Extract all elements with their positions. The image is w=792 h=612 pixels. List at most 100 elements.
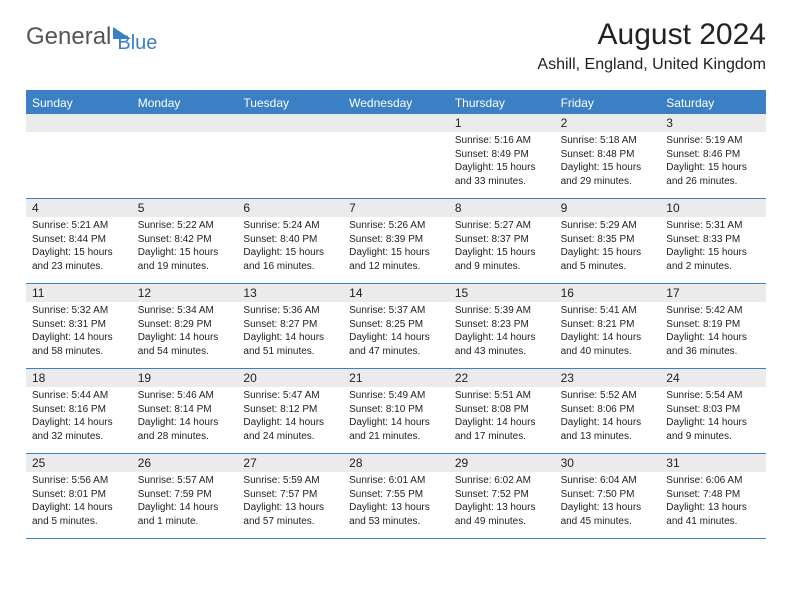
sunrise-text: Sunrise: 5:52 AM — [561, 389, 655, 403]
sunset-text: Sunset: 8:06 PM — [561, 403, 655, 417]
sunrise-text: Sunrise: 5:56 AM — [32, 474, 126, 488]
sunset-text: Sunset: 8:03 PM — [666, 403, 760, 417]
day-number: 27 — [237, 454, 343, 472]
day-number: 2 — [555, 114, 661, 132]
day-details: Sunrise: 5:49 AMSunset: 8:10 PMDaylight:… — [343, 387, 449, 447]
day-number: 9 — [555, 199, 661, 217]
day-details: Sunrise: 5:31 AMSunset: 8:33 PMDaylight:… — [660, 217, 766, 277]
calendar-cell: 10Sunrise: 5:31 AMSunset: 8:33 PMDayligh… — [660, 199, 766, 283]
sunset-text: Sunset: 7:57 PM — [243, 488, 337, 502]
day-number: 20 — [237, 369, 343, 387]
daylight-text: Daylight: 14 hours and 40 minutes. — [561, 331, 655, 358]
day-details: Sunrise: 5:16 AMSunset: 8:49 PMDaylight:… — [449, 132, 555, 192]
day-details: Sunrise: 5:56 AMSunset: 8:01 PMDaylight:… — [26, 472, 132, 532]
sunset-text: Sunset: 8:44 PM — [32, 233, 126, 247]
day-number: 7 — [343, 199, 449, 217]
sunrise-text: Sunrise: 5:22 AM — [138, 219, 232, 233]
day-number: 14 — [343, 284, 449, 302]
daylight-text: Daylight: 13 hours and 49 minutes. — [455, 501, 549, 528]
calendar-cell: 19Sunrise: 5:46 AMSunset: 8:14 PMDayligh… — [132, 369, 238, 453]
sunset-text: Sunset: 8:25 PM — [349, 318, 443, 332]
month-title: August 2024 — [537, 18, 766, 52]
sunset-text: Sunset: 7:55 PM — [349, 488, 443, 502]
sunset-text: Sunset: 8:14 PM — [138, 403, 232, 417]
daylight-text: Daylight: 15 hours and 5 minutes. — [561, 246, 655, 273]
daylight-text: Daylight: 14 hours and 36 minutes. — [666, 331, 760, 358]
day-number: 19 — [132, 369, 238, 387]
day-details: Sunrise: 5:39 AMSunset: 8:23 PMDaylight:… — [449, 302, 555, 362]
day-number: 23 — [555, 369, 661, 387]
sunrise-text: Sunrise: 5:32 AM — [32, 304, 126, 318]
daylight-text: Daylight: 14 hours and 51 minutes. — [243, 331, 337, 358]
day-details: Sunrise: 6:06 AMSunset: 7:48 PMDaylight:… — [660, 472, 766, 532]
day-details: Sunrise: 5:57 AMSunset: 7:59 PMDaylight:… — [132, 472, 238, 532]
sunset-text: Sunset: 8:08 PM — [455, 403, 549, 417]
calendar-cell: 15Sunrise: 5:39 AMSunset: 8:23 PMDayligh… — [449, 284, 555, 368]
day-details: Sunrise: 5:21 AMSunset: 8:44 PMDaylight:… — [26, 217, 132, 277]
day-details: Sunrise: 5:24 AMSunset: 8:40 PMDaylight:… — [237, 217, 343, 277]
daylight-text: Daylight: 15 hours and 19 minutes. — [138, 246, 232, 273]
calendar-cell: 11Sunrise: 5:32 AMSunset: 8:31 PMDayligh… — [26, 284, 132, 368]
sunrise-text: Sunrise: 5:59 AM — [243, 474, 337, 488]
sunset-text: Sunset: 8:19 PM — [666, 318, 760, 332]
daylight-text: Daylight: 15 hours and 12 minutes. — [349, 246, 443, 273]
day-details: Sunrise: 5:44 AMSunset: 8:16 PMDaylight:… — [26, 387, 132, 447]
week-row: 25Sunrise: 5:56 AMSunset: 8:01 PMDayligh… — [26, 454, 766, 539]
day-number: 4 — [26, 199, 132, 217]
daylight-text: Daylight: 15 hours and 16 minutes. — [243, 246, 337, 273]
day-details: Sunrise: 6:04 AMSunset: 7:50 PMDaylight:… — [555, 472, 661, 532]
calendar-cell: 17Sunrise: 5:42 AMSunset: 8:19 PMDayligh… — [660, 284, 766, 368]
sunrise-text: Sunrise: 5:37 AM — [349, 304, 443, 318]
daylight-text: Daylight: 13 hours and 57 minutes. — [243, 501, 337, 528]
sunset-text: Sunset: 8:48 PM — [561, 148, 655, 162]
day-details: Sunrise: 5:19 AMSunset: 8:46 PMDaylight:… — [660, 132, 766, 192]
day-number: 16 — [555, 284, 661, 302]
sunrise-text: Sunrise: 5:18 AM — [561, 134, 655, 148]
calendar: SundayMondayTuesdayWednesdayThursdayFrid… — [26, 90, 766, 539]
daylight-text: Daylight: 15 hours and 23 minutes. — [32, 246, 126, 273]
day-details: Sunrise: 5:22 AMSunset: 8:42 PMDaylight:… — [132, 217, 238, 277]
calendar-cell — [237, 114, 343, 198]
day-number: 21 — [343, 369, 449, 387]
sunset-text: Sunset: 8:23 PM — [455, 318, 549, 332]
day-number — [343, 114, 449, 132]
sunset-text: Sunset: 8:16 PM — [32, 403, 126, 417]
day-header: Monday — [132, 92, 238, 114]
calendar-cell: 16Sunrise: 5:41 AMSunset: 8:21 PMDayligh… — [555, 284, 661, 368]
sunrise-text: Sunrise: 5:34 AM — [138, 304, 232, 318]
day-number: 25 — [26, 454, 132, 472]
daylight-text: Daylight: 14 hours and 24 minutes. — [243, 416, 337, 443]
sunset-text: Sunset: 8:33 PM — [666, 233, 760, 247]
logo-text-2: Blue — [117, 32, 157, 55]
sunrise-text: Sunrise: 5:31 AM — [666, 219, 760, 233]
daylight-text: Daylight: 14 hours and 5 minutes. — [32, 501, 126, 528]
sunset-text: Sunset: 8:39 PM — [349, 233, 443, 247]
calendar-cell: 18Sunrise: 5:44 AMSunset: 8:16 PMDayligh… — [26, 369, 132, 453]
day-details: Sunrise: 5:34 AMSunset: 8:29 PMDaylight:… — [132, 302, 238, 362]
location-text: Ashill, England, United Kingdom — [537, 56, 766, 74]
sunrise-text: Sunrise: 5:36 AM — [243, 304, 337, 318]
sunset-text: Sunset: 8:29 PM — [138, 318, 232, 332]
day-details: Sunrise: 5:27 AMSunset: 8:37 PMDaylight:… — [449, 217, 555, 277]
daylight-text: Daylight: 14 hours and 13 minutes. — [561, 416, 655, 443]
day-header: Tuesday — [237, 92, 343, 114]
sunset-text: Sunset: 7:52 PM — [455, 488, 549, 502]
sunset-text: Sunset: 8:46 PM — [666, 148, 760, 162]
daylight-text: Daylight: 13 hours and 41 minutes. — [666, 501, 760, 528]
day-number: 26 — [132, 454, 238, 472]
calendar-cell: 24Sunrise: 5:54 AMSunset: 8:03 PMDayligh… — [660, 369, 766, 453]
logo-text-1: General — [26, 23, 111, 51]
week-row: 1Sunrise: 5:16 AMSunset: 8:49 PMDaylight… — [26, 114, 766, 199]
day-number: 12 — [132, 284, 238, 302]
daylight-text: Daylight: 15 hours and 33 minutes. — [455, 161, 549, 188]
day-number — [132, 114, 238, 132]
calendar-cell: 30Sunrise: 6:04 AMSunset: 7:50 PMDayligh… — [555, 454, 661, 538]
day-details: Sunrise: 6:01 AMSunset: 7:55 PMDaylight:… — [343, 472, 449, 532]
weeks-container: 1Sunrise: 5:16 AMSunset: 8:49 PMDaylight… — [26, 114, 766, 539]
daylight-text: Daylight: 14 hours and 21 minutes. — [349, 416, 443, 443]
calendar-cell: 26Sunrise: 5:57 AMSunset: 7:59 PMDayligh… — [132, 454, 238, 538]
day-number: 5 — [132, 199, 238, 217]
week-row: 18Sunrise: 5:44 AMSunset: 8:16 PMDayligh… — [26, 369, 766, 454]
day-header: Saturday — [660, 92, 766, 114]
day-number: 13 — [237, 284, 343, 302]
